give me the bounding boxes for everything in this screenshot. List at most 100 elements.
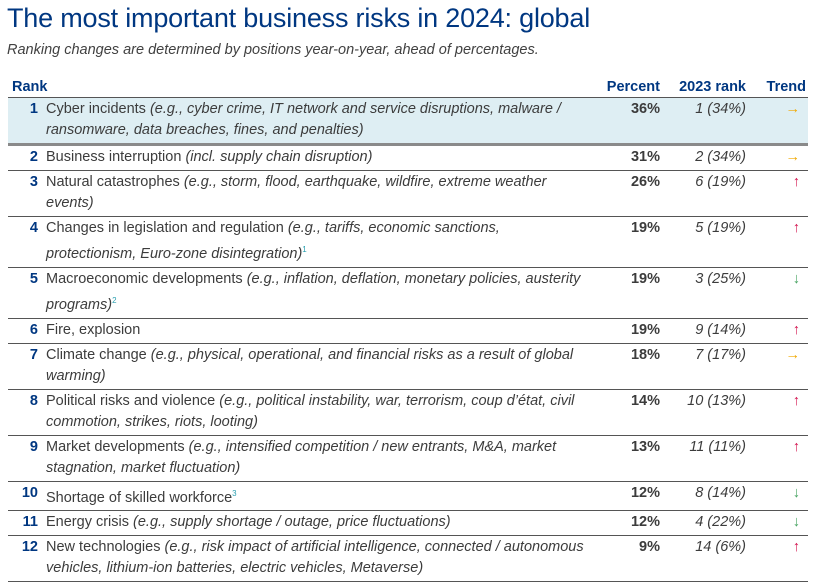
- risk-detail: (e.g., tariffs, economic sanctions, prot…: [46, 220, 500, 262]
- risk-description: Shortage of skilled workforce3: [46, 481, 586, 512]
- rank-number: 4: [8, 216, 46, 268]
- risk-detail: (e.g., supply shortage / outage, price f…: [133, 514, 451, 531]
- risk-detail: (e.g., political instability, war, terro…: [46, 392, 575, 430]
- rank-number: 6: [8, 318, 46, 344]
- prev-rank: 14 (6%): [660, 535, 746, 582]
- risk-description: New technologies (e.g., risk impact of a…: [46, 535, 586, 582]
- risk-description: Energy crisis (e.g., supply shortage / o…: [46, 510, 586, 537]
- risk-description: Fire, explosion: [46, 318, 586, 344]
- risk-description: Political risks and violence (e.g., poli…: [46, 389, 586, 436]
- header-2023-rank: 2023 rank: [660, 77, 746, 98]
- prev-rank: 10 (13%): [660, 389, 746, 436]
- risk-name: Changes in legislation and regulation: [46, 220, 288, 236]
- table-row: 7 Climate change (e.g., physical, operati…: [8, 343, 808, 390]
- prev-rank: 7 (17%): [660, 343, 746, 390]
- table-row: 9 Market developments (e.g., intensified …: [8, 435, 808, 482]
- rank-number: 3: [8, 170, 46, 217]
- trend-up-arrow-icon: ↑: [746, 216, 808, 268]
- rank-number: 10: [8, 481, 46, 512]
- risk-description: Natural catastrophes (e.g., storm, flood…: [46, 170, 586, 217]
- table-row: 3 Natural catastrophes (e.g., storm, floo…: [8, 170, 808, 217]
- rank-number: 8: [8, 389, 46, 436]
- table-row: 6 Fire, explosion 19% 9 (14%) ↑: [8, 318, 808, 344]
- risk-name: Cyber incidents: [46, 101, 150, 117]
- trend-down-arrow-icon: ↓: [746, 481, 808, 512]
- trend-same-arrow-icon: →: [746, 343, 808, 390]
- risk-detail: (e.g., physical, operational, and financ…: [46, 346, 574, 384]
- rank-number: 12: [8, 535, 46, 582]
- risk-name: Fire, explosion: [46, 321, 141, 338]
- rank-number: 5: [8, 267, 46, 319]
- rank-number: 7: [8, 343, 46, 390]
- table-row: 12 New technologies (e.g., risk impact of…: [8, 535, 808, 582]
- percent: 19%: [586, 267, 660, 319]
- risk-name: Natural catastrophes: [46, 174, 184, 190]
- percent: 12%: [586, 481, 660, 512]
- header-percent: Percent: [586, 77, 660, 98]
- risk-name: New technologies: [46, 539, 165, 556]
- rank-number: 1: [8, 97, 46, 146]
- header-rank: Rank: [8, 77, 586, 98]
- risk-detail: (e.g., inflation, deflation, monetary po…: [46, 270, 581, 313]
- footnote-marker: 1: [302, 245, 307, 254]
- table-row: 2 Business interruption (incl. supply cha…: [8, 144, 808, 171]
- trend-same-arrow-icon: →: [746, 144, 808, 171]
- trend-up-arrow-icon: ↑: [746, 435, 808, 482]
- table-row: 8 Political risks and violence (e.g., pol…: [8, 389, 808, 436]
- percent: 19%: [586, 318, 660, 344]
- risk-description: Market developments (e.g., intensified c…: [46, 435, 586, 482]
- risk-name: Macroeconomic developments: [46, 270, 247, 287]
- percent: 13%: [586, 435, 660, 482]
- percent: 31%: [586, 144, 660, 171]
- trend-same-arrow-icon: →: [746, 97, 808, 146]
- prev-rank: 2 (34%): [660, 144, 746, 171]
- risk-name: Market developments: [46, 438, 189, 455]
- rank-number: 9: [8, 435, 46, 482]
- table-row: 5 Macroeconomic developments (e.g., infla…: [8, 267, 808, 319]
- footnote-marker: 3: [232, 488, 237, 498]
- risk-detail: (e.g., storm, flood, earthquake, wildfir…: [46, 174, 547, 211]
- table-row: 4 Changes in legislation and regulation (…: [8, 216, 808, 268]
- risk-detail: (e.g., cyber crime, IT network and servi…: [46, 101, 561, 138]
- percent: 18%: [586, 343, 660, 390]
- subtitle: Ranking changes are determined by positi…: [7, 42, 539, 58]
- risk-description: Macroeconomic developments (e.g., inflat…: [46, 267, 586, 319]
- table-row: 10 Shortage of skilled workforce3 12% 8 (14…: [8, 481, 808, 512]
- risk-name: Business interruption: [46, 149, 186, 165]
- risk-name: Energy crisis: [46, 514, 134, 531]
- percent: 19%: [586, 216, 660, 268]
- prev-rank: 4 (22%): [660, 510, 746, 537]
- prev-rank: 5 (19%): [660, 216, 746, 268]
- percent: 9%: [586, 535, 660, 582]
- risk-detail: (incl. supply chain disruption): [185, 149, 373, 165]
- prev-rank: 1 (34%): [660, 97, 746, 146]
- trend-down-arrow-icon: ↓: [746, 267, 808, 319]
- footnote-marker: 2: [112, 295, 117, 305]
- percent: 26%: [586, 170, 660, 217]
- trend-up-arrow-icon: ↑: [746, 170, 808, 217]
- table-row: 1 Cyber incidents (e.g., cyber crime, IT …: [8, 97, 808, 146]
- prev-rank: 8 (14%): [660, 481, 746, 512]
- risk-description: Business interruption (incl. supply chai…: [46, 144, 586, 171]
- rank-number: 11: [8, 510, 46, 537]
- percent: 12%: [586, 510, 660, 537]
- percent: 36%: [586, 97, 660, 146]
- trend-up-arrow-icon: ↑: [746, 535, 808, 582]
- risk-table: Rank Percent 2023 rank Trend 1 Cyber inci…: [8, 77, 808, 582]
- percent: 14%: [586, 389, 660, 436]
- risk-description: Changes in legislation and regulation (e…: [46, 216, 586, 268]
- prev-rank: 3 (25%): [660, 267, 746, 319]
- trend-up-arrow-icon: ↑: [746, 318, 808, 344]
- risk-detail: (e.g., intensified competition / new ent…: [46, 438, 557, 476]
- rank-number: 2: [8, 144, 46, 171]
- table-row: 11 Energy crisis (e.g., supply shortage /…: [8, 510, 808, 537]
- risk-name: Political risks and violence: [46, 392, 220, 409]
- risk-name: Shortage of skilled workforce: [46, 489, 233, 506]
- page-title: The most important business risks in 202…: [7, 3, 590, 33]
- prev-rank: 9 (14%): [660, 318, 746, 344]
- risk-description: Cyber incidents (e.g., cyber crime, IT n…: [46, 97, 586, 146]
- risk-description: Climate change (e.g., physical, operatio…: [46, 343, 586, 390]
- header-trend: Trend: [746, 77, 808, 98]
- prev-rank: 6 (19%): [660, 170, 746, 217]
- prev-rank: 11 (11%): [660, 435, 746, 482]
